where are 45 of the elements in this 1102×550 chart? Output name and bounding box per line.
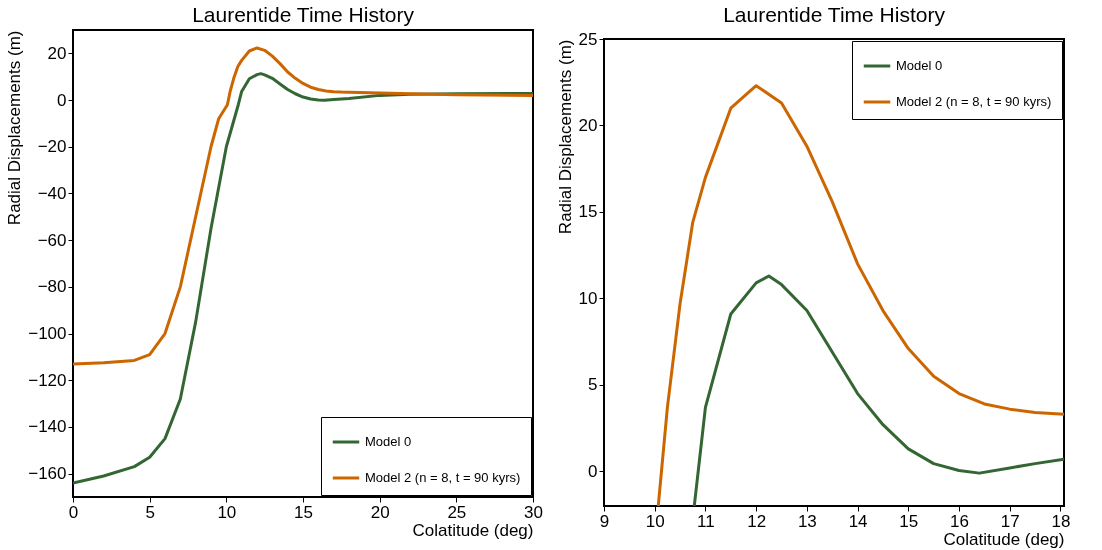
y-tick-label: 15 <box>578 202 598 222</box>
x-tick-label: 16 <box>950 511 969 531</box>
x-tick-label: 13 <box>797 511 817 531</box>
legend-label: Model 2 (n = 8, t = 90 kyrs) <box>896 94 1052 109</box>
legend-label: Model 0 <box>896 58 943 73</box>
x-axis-title: Colatitude (deg) <box>943 529 1065 549</box>
x-tick-label: 12 <box>747 511 767 531</box>
y-tick-label: −120 <box>28 370 67 390</box>
x-tick-label: 14 <box>848 511 868 531</box>
x-tick-label: 10 <box>645 511 665 531</box>
x-tick-label: 5 <box>145 502 155 522</box>
line-series <box>73 46 533 366</box>
y-tick-label: 0 <box>588 461 598 481</box>
x-tick-label: 18 <box>1051 511 1071 531</box>
y-tick-label: 10 <box>578 288 598 308</box>
line-series <box>656 84 1064 506</box>
legend-label: Model 0 <box>365 434 412 449</box>
y-tick-label: −100 <box>28 324 67 344</box>
y-tick-label: −40 <box>37 183 67 203</box>
y-tick-label: 20 <box>47 43 67 63</box>
x-tick-label: 25 <box>447 502 467 522</box>
chart-title: Laurentide Time History <box>723 3 946 26</box>
y-tick-label: −20 <box>37 137 67 157</box>
y-tick-label: −140 <box>28 417 67 437</box>
x-tick-label: 20 <box>370 502 390 522</box>
y-tick-label: −160 <box>28 464 67 484</box>
y-tick-label: 25 <box>578 29 598 49</box>
line-series <box>692 274 1064 506</box>
x-tick-label: 15 <box>294 502 313 522</box>
y-tick-label: 0 <box>57 90 67 110</box>
y-tick-label: −80 <box>37 277 67 297</box>
x-tick-label: 30 <box>524 502 543 522</box>
y-axis-title: Radial Displacements (m) <box>555 39 575 235</box>
y-axis-title: Radial Displacements (m) <box>5 30 25 226</box>
x-axis-title: Colatitude (deg) <box>412 520 534 540</box>
x-tick-label: 17 <box>1000 511 1020 531</box>
y-tick-label: −60 <box>37 230 67 250</box>
x-tick-label: 9 <box>599 511 610 531</box>
y-tick-label: 20 <box>578 115 598 135</box>
chart-title: Laurentide Time History <box>192 3 415 26</box>
x-tick-label: 10 <box>217 502 237 522</box>
legend-label: Model 2 (n = 8, t = 90 kyrs) <box>365 470 521 485</box>
x-tick-label: 11 <box>697 511 715 531</box>
x-tick-label: 15 <box>899 511 919 531</box>
y-tick-label: 5 <box>588 375 598 395</box>
